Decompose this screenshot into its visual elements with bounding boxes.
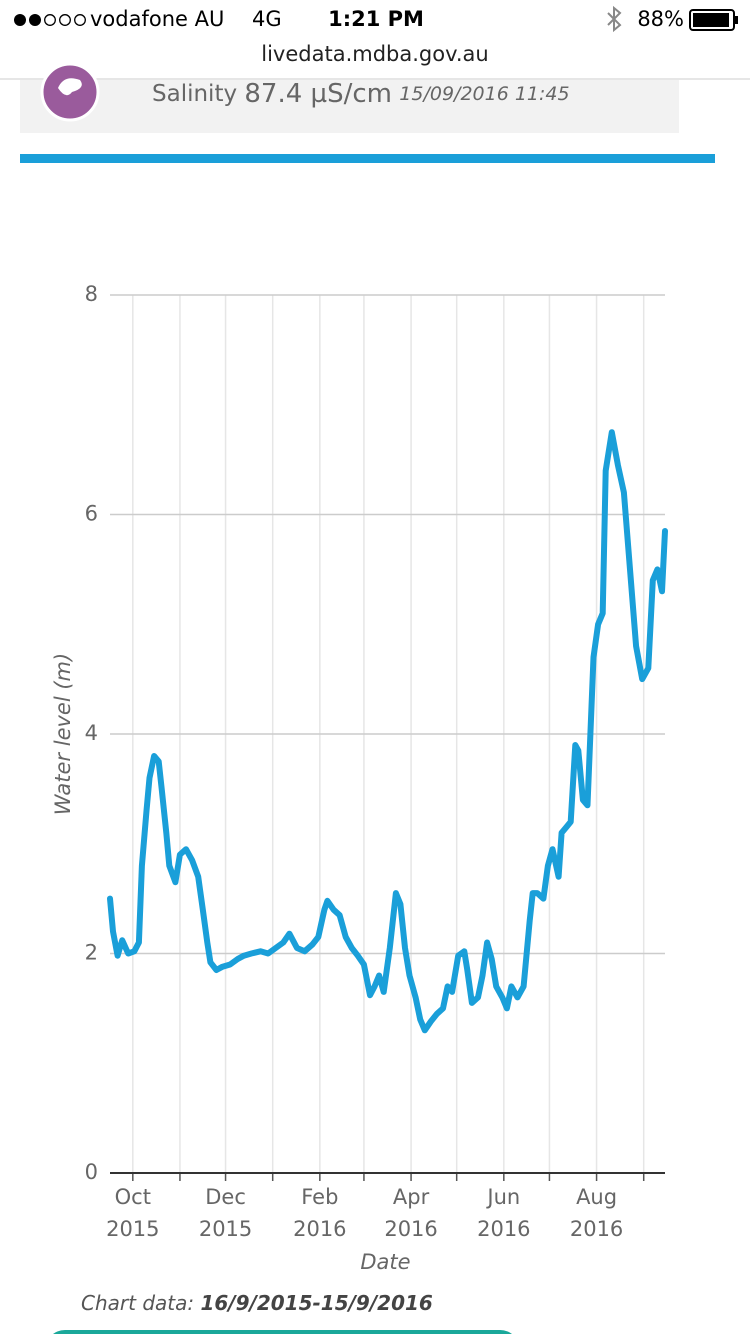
salinity-time: 15/09/2016 11:45 bbox=[399, 83, 569, 105]
bluetooth-icon bbox=[607, 5, 622, 33]
carrier: vodafone AU bbox=[90, 7, 224, 31]
battery-icon bbox=[689, 9, 738, 31]
y-tick-label: 6 bbox=[85, 502, 98, 526]
battery-percent: 88% bbox=[637, 7, 684, 31]
section-bar bbox=[20, 154, 715, 163]
y-axis-title: Water level (m) bbox=[51, 653, 75, 815]
action-button[interactable] bbox=[45, 1330, 520, 1334]
chart-data-label: Chart data: bbox=[81, 1291, 194, 1315]
url: livedata.mdba.gov.au bbox=[261, 42, 488, 66]
salinity-icon-glyph bbox=[58, 78, 82, 96]
salinity-value: 87.4 µS/cm bbox=[244, 79, 392, 109]
clock: 1:21 PM bbox=[328, 7, 424, 31]
x-axis-title: Date bbox=[360, 1250, 410, 1274]
chart-data-note: Chart data: 16/9/2015-15/9/2016 bbox=[81, 1291, 433, 1315]
chart-data-range: 16/9/2015-15/9/2016 bbox=[200, 1291, 432, 1315]
y-tick-label: 4 bbox=[85, 721, 98, 745]
y-tick-label: 8 bbox=[85, 282, 98, 306]
signal-dots bbox=[14, 14, 86, 26]
x-tick-label: Apr 2016 bbox=[384, 1185, 437, 1241]
water-level-line bbox=[107, 429, 668, 1034]
y-tick-label: 0 bbox=[85, 1160, 98, 1184]
salinity-text: Salinity 87.4 µS/cm 15/09/2016 11:45 bbox=[152, 79, 570, 109]
network: 4G bbox=[252, 7, 282, 31]
x-tick-label: Dec 2015 bbox=[199, 1185, 252, 1241]
salinity-label: Salinity bbox=[152, 81, 237, 107]
salinity-card[interactable] bbox=[20, 80, 679, 133]
x-tick-label: Feb 2016 bbox=[293, 1185, 346, 1241]
x-tick-label: Oct 2015 bbox=[106, 1185, 159, 1241]
y-tick-label: 2 bbox=[85, 941, 98, 965]
x-tick-label: Aug 2016 bbox=[570, 1185, 623, 1241]
chart: Oct 2015 Dec 2015 Feb 2016 Apr 2016 Jun 2016 Aug 20… bbox=[51, 282, 668, 1274]
x-tick-label: Jun 2016 bbox=[477, 1185, 530, 1241]
